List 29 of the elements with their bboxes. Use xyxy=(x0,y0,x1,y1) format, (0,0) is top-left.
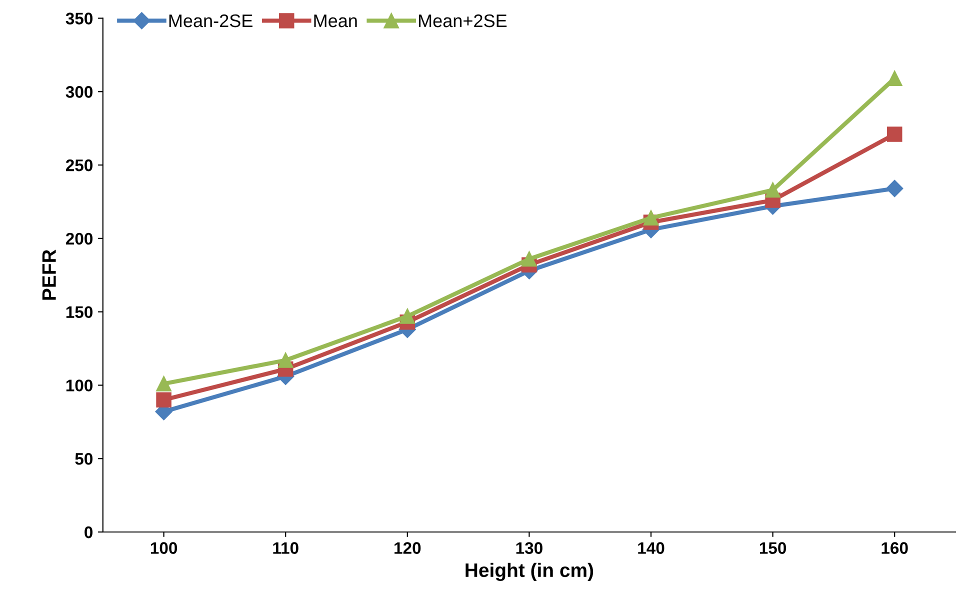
x-axis-title: Height (in cm) xyxy=(466,562,594,582)
x-tick-label: 100 xyxy=(150,542,178,554)
point xyxy=(643,210,659,226)
y-tick-label: 100 xyxy=(66,380,92,392)
point xyxy=(522,251,537,267)
x-tick-label: 130 xyxy=(516,542,542,554)
x-tick-label: 140 xyxy=(638,542,664,554)
legend-label: Mean+2SE xyxy=(419,14,507,28)
y-tick-label: 50 xyxy=(75,453,92,465)
point xyxy=(886,180,904,198)
y-axis-title: PEFR xyxy=(42,250,56,300)
legend-label: Mean-2SE xyxy=(169,14,252,28)
x-tick-label: 120 xyxy=(394,542,421,554)
x-tick-label: 150 xyxy=(760,542,786,554)
y-tick-label: 200 xyxy=(66,232,92,245)
y-tick-label: 300 xyxy=(66,86,92,98)
y-tick-label: 150 xyxy=(66,306,92,318)
x-tick-label: 110 xyxy=(273,542,298,554)
point xyxy=(156,392,172,408)
y-tick-label: 0 xyxy=(84,526,92,538)
x-tick-label: 160 xyxy=(882,542,908,554)
legend-label: Mean xyxy=(314,14,357,28)
y-tick-label: 250 xyxy=(66,159,92,172)
point xyxy=(278,352,294,368)
point xyxy=(886,126,902,142)
point xyxy=(765,182,780,198)
y-tick-label: 350 xyxy=(66,12,92,24)
point xyxy=(400,308,416,324)
point xyxy=(156,376,172,392)
